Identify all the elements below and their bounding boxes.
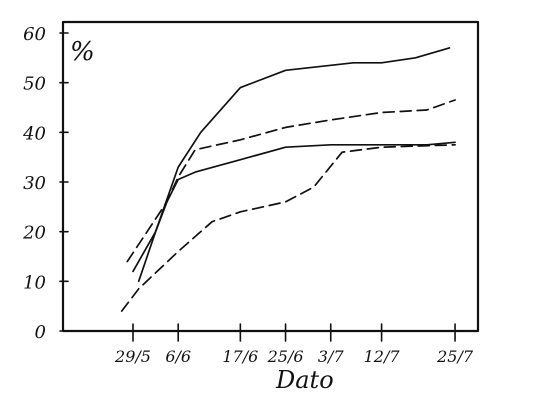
- series-line-3: [132, 141, 456, 273]
- y-tick-label: 50: [23, 74, 46, 95]
- y-tick-label: 30: [23, 173, 46, 194]
- x-tick-label: 12/7: [364, 347, 401, 366]
- x-tick-label: 3/7: [318, 347, 345, 366]
- x-axis-label: Dato: [275, 366, 334, 394]
- x-tick-label: 6/6: [165, 347, 191, 366]
- y-tick-label: 10: [23, 272, 46, 293]
- y-axis-label: %: [70, 37, 95, 67]
- y-tick-label: 60: [23, 24, 46, 45]
- series-line-1: [137, 47, 451, 283]
- x-tick-label: 25/7: [436, 347, 474, 366]
- series-line-4: [120, 143, 456, 312]
- x-tick-label: 25/6: [267, 347, 304, 366]
- y-tick-label: 0: [35, 322, 46, 343]
- x-tick-label: 17/6: [222, 347, 258, 366]
- axes: [61, 20, 480, 333]
- series-layer: [120, 47, 456, 312]
- y-tick-label: 40: [22, 123, 46, 144]
- y-tick-label: 20: [22, 223, 46, 244]
- x-tick-label: 29/5: [114, 347, 151, 366]
- axis-ticks: 0 10 20 30 40 50 60 29/5 6/6 17/6 25/6 3/7 12/7 25/7: [22, 24, 474, 366]
- plot-frame: [61, 20, 480, 333]
